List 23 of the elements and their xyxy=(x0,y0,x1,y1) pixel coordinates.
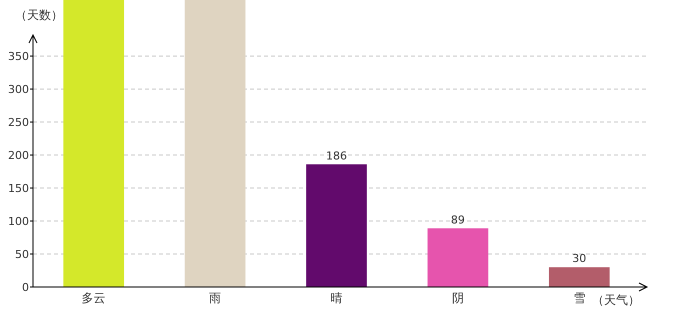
y-tick-label: 50 xyxy=(15,248,29,262)
data-label: 30 xyxy=(572,252,586,266)
y-tick-label: 150 xyxy=(8,182,29,196)
x-tick-label: 多云 xyxy=(82,291,106,305)
bar xyxy=(548,267,610,287)
x-tick-label: 阴 xyxy=(452,291,464,305)
y-tick-label: 250 xyxy=(8,116,29,130)
x-tick-label: 晴 xyxy=(330,291,342,305)
bar xyxy=(428,228,488,287)
x-axis-title: （天气） xyxy=(592,293,640,307)
y-tick-label: 350 xyxy=(8,50,29,64)
y-axis-title: （天数） xyxy=(15,8,63,22)
x-tick-label: 雪 xyxy=(573,291,586,305)
y-tick-label: 0 xyxy=(22,281,29,294)
bar xyxy=(63,0,124,287)
bar xyxy=(184,0,246,287)
x-tick-label: 雨 xyxy=(209,291,222,305)
data-label: 89 xyxy=(450,213,465,226)
y-tick-label: 100 xyxy=(8,215,29,228)
y-tick-label: 200 xyxy=(8,149,29,162)
y-tick-label: 300 xyxy=(8,83,29,96)
bar xyxy=(306,164,367,287)
data-label: 186 xyxy=(326,149,347,162)
